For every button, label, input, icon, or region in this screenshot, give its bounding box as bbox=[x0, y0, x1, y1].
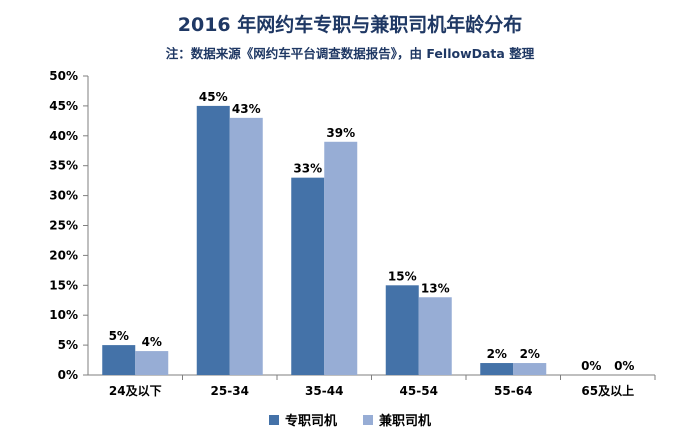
x-tick-label: 24及以下 bbox=[109, 384, 162, 398]
y-tick-label: 35% bbox=[49, 159, 78, 173]
x-tick-label: 55-64 bbox=[494, 384, 532, 398]
bar-series2 bbox=[135, 351, 169, 375]
y-tick-label: 15% bbox=[49, 278, 78, 292]
y-tick-label: 50% bbox=[49, 69, 78, 83]
bar-series1 bbox=[102, 345, 136, 375]
bar-series2 bbox=[229, 117, 263, 376]
legend: 专职司机 兼职司机 bbox=[0, 410, 700, 429]
x-tick-label: 45-54 bbox=[400, 384, 438, 398]
legend-label-series1: 专职司机 bbox=[284, 414, 337, 429]
bar-series2 bbox=[324, 141, 358, 375]
y-tick-label: 10% bbox=[49, 308, 78, 322]
y-tick-label: 20% bbox=[49, 248, 78, 262]
data-label-series1: 15% bbox=[388, 269, 417, 283]
data-label-series2: 43% bbox=[232, 102, 261, 116]
y-tick-label: 40% bbox=[49, 129, 78, 143]
data-label-series1: 5% bbox=[109, 329, 129, 343]
bar-series2 bbox=[418, 297, 452, 375]
data-label-series1: 0% bbox=[581, 359, 601, 373]
data-label-series2: 4% bbox=[142, 335, 162, 349]
y-tick-label: 5% bbox=[58, 338, 78, 352]
legend-swatch-series2 bbox=[363, 414, 373, 425]
data-label-series2: 0% bbox=[614, 359, 634, 373]
legend-item-series1: 专职司机 bbox=[268, 410, 337, 429]
y-tick-label: 0% bbox=[58, 368, 78, 382]
chart-subtitle: 注：数据来源《网约车平台调查数据报告》，由 FellowData 整理 bbox=[165, 46, 535, 61]
data-label-series2: 39% bbox=[326, 126, 355, 140]
y-tick-label: 30% bbox=[49, 189, 78, 203]
legend-swatch-series1 bbox=[268, 414, 279, 425]
legend-item-series2: 兼职司机 bbox=[363, 410, 431, 429]
data-label-series1: 33% bbox=[293, 162, 322, 176]
bar-series1 bbox=[385, 285, 419, 375]
legend-label-series2: 兼职司机 bbox=[379, 414, 432, 429]
x-tick-label: 25-34 bbox=[211, 384, 249, 398]
chart-title: 2016 年网约车专职与兼职司机年龄分布 bbox=[177, 14, 523, 36]
data-label-series2: 2% bbox=[520, 347, 540, 361]
y-tick-label: 45% bbox=[49, 99, 78, 113]
x-tick-label: 35-44 bbox=[305, 384, 343, 398]
bar-series1 bbox=[291, 177, 325, 375]
y-tick-label: 25% bbox=[49, 219, 78, 233]
bar-series1 bbox=[480, 363, 514, 375]
bar-series2 bbox=[513, 363, 547, 375]
x-tick-label: 65及以上 bbox=[581, 383, 634, 398]
data-label-series2: 13% bbox=[421, 281, 450, 295]
bar-series1 bbox=[196, 105, 230, 376]
data-label-series1: 2% bbox=[487, 347, 507, 361]
data-label-series1: 45% bbox=[199, 90, 228, 104]
